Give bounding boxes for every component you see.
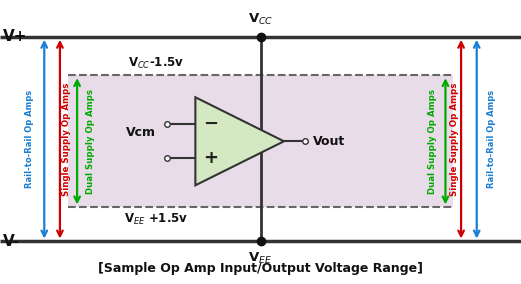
Text: V$_{EE}$ +1.5v: V$_{EE}$ +1.5v: [124, 212, 189, 227]
Text: Vcm: Vcm: [126, 126, 156, 139]
Text: V+: V+: [3, 30, 27, 44]
Text: V$_{CC}$-1.5v: V$_{CC}$-1.5v: [128, 56, 184, 71]
Text: V$_{EE}$: V$_{EE}$: [249, 251, 272, 266]
Text: +: +: [204, 149, 218, 167]
Text: Rail-to-Rail Op Amps: Rail-to-Rail Op Amps: [25, 90, 34, 188]
Text: Single Supply Op Amps: Single Supply Op Amps: [61, 82, 71, 196]
Text: Rail-to-Rail Op Amps: Rail-to-Rail Op Amps: [487, 90, 496, 188]
Bar: [68, 75, 453, 207]
Text: Dual Supply Op Amps: Dual Supply Op Amps: [428, 89, 437, 194]
Polygon shape: [195, 97, 284, 185]
Text: Dual Supply Op Amps: Dual Supply Op Amps: [85, 89, 95, 194]
Text: Vout: Vout: [313, 135, 345, 148]
Text: V$_{CC}$: V$_{CC}$: [248, 12, 273, 27]
Text: V-: V-: [3, 234, 20, 249]
Text: −: −: [203, 115, 219, 133]
Text: Single Supply Op Amps: Single Supply Op Amps: [450, 82, 460, 196]
Text: [Sample Op Amp Input/Output Voltage Range]: [Sample Op Amp Input/Output Voltage Rang…: [98, 262, 423, 275]
